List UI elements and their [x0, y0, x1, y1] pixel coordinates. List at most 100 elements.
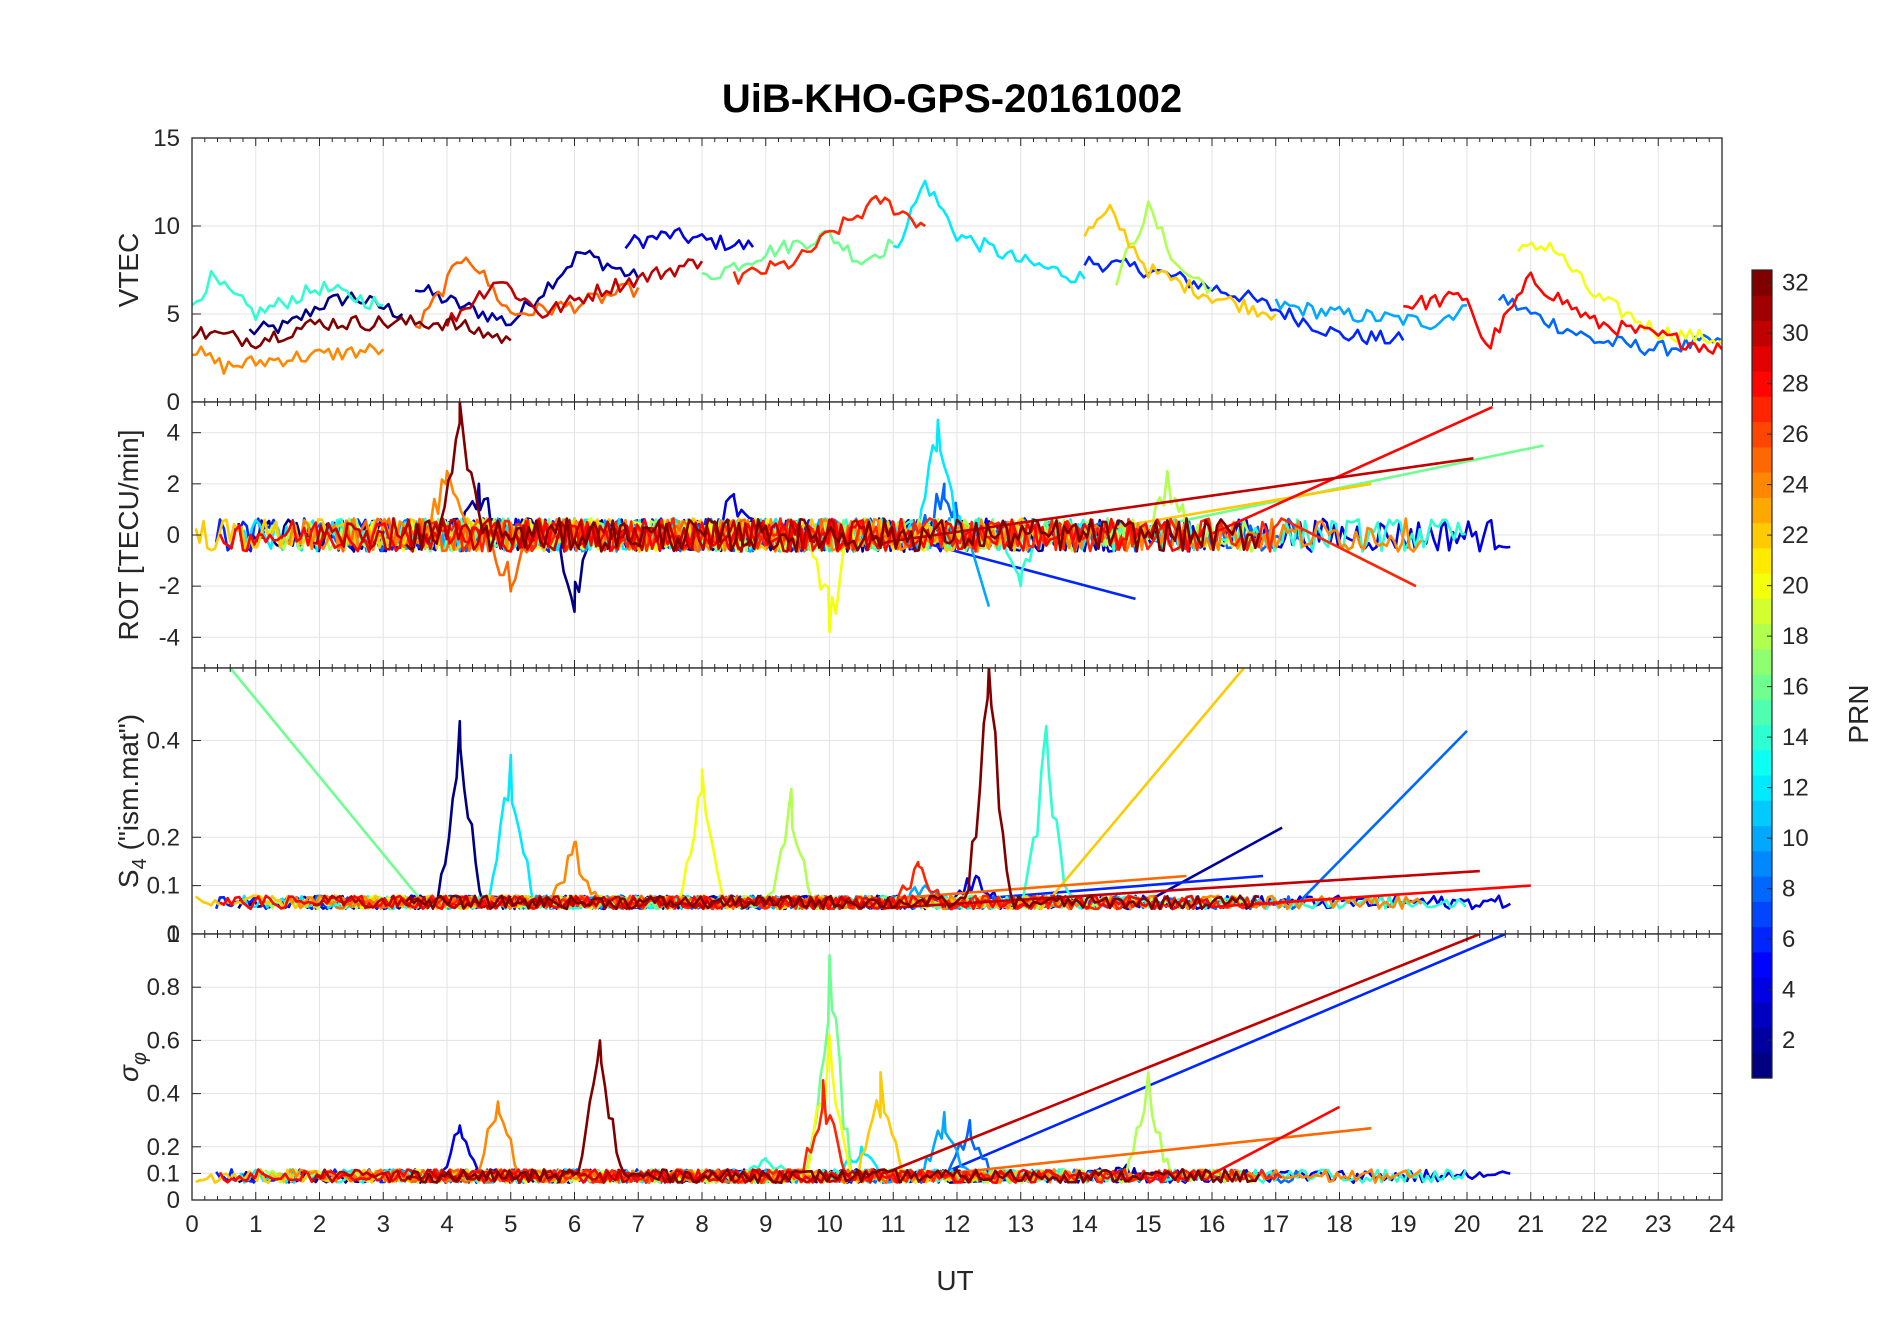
colorbar-segment [1752, 901, 1772, 928]
ylabel-suffix: ("ism.mat") [113, 714, 144, 858]
ylabel-main: ROT [TECU/min] [113, 429, 144, 640]
series-line-prn-18-vtec [1115, 200, 1213, 294]
x-tick-label: 11 [881, 1211, 906, 1238]
y-tick-label: 4 [167, 420, 180, 447]
colorbar-segment [1752, 825, 1772, 852]
colorbar-segment [1752, 926, 1772, 953]
series-line-prn-20-vtec [1516, 241, 1722, 346]
panel-vtec-ylabel: VTEC [113, 233, 144, 308]
colorbar-segment [1752, 320, 1772, 347]
y-tick-label: 0.2 [147, 1134, 180, 1161]
x-tick-label: 1 [249, 1211, 262, 1238]
x-tick-label: 20 [1454, 1211, 1481, 1238]
colorbar-segment [1752, 371, 1772, 397]
x-tick-label: 3 [377, 1211, 390, 1238]
colorbar-tick-label: 28 [1782, 371, 1809, 398]
colorbar-segment [1752, 699, 1772, 726]
x-tick-label: 7 [632, 1211, 645, 1238]
x-tick-label: 17 [1262, 1211, 1289, 1238]
colorbar-segment [1752, 522, 1772, 549]
colorbar-segment [1752, 1027, 1772, 1054]
colorbar-tick-label: 14 [1782, 724, 1809, 751]
ylabel-subscript: φ [129, 1052, 151, 1065]
x-tick-label: 14 [1071, 1211, 1098, 1238]
colorbar-segment [1752, 724, 1772, 751]
colorbar-segment [1752, 977, 1772, 1003]
y-tick-label: -2 [159, 573, 180, 600]
colorbar-tick-label: 10 [1782, 825, 1809, 852]
colorbar-tick-label: 22 [1782, 522, 1809, 549]
series-line-prn-25-vtec [414, 256, 640, 330]
y-tick-label: 2 [167, 471, 180, 498]
colorbar-segment [1752, 850, 1772, 877]
colorbar-segment [1752, 623, 1772, 650]
x-tick-label: 2 [313, 1211, 326, 1238]
y-tick-label: 5 [167, 301, 180, 328]
panel-rot-series [194, 402, 1544, 634]
panel-sigma-series [195, 934, 1511, 1184]
y-tick-label: 0.4 [147, 728, 180, 755]
panel-vtec-ticks [191, 138, 1723, 402]
y-tick-label: 10 [153, 213, 180, 240]
series-line-prn-32-rot [405, 402, 1261, 553]
y-tick-label: 0.2 [147, 824, 180, 851]
colorbar-label: PRN [1843, 684, 1874, 743]
series-line-prn-2-vtec [414, 249, 640, 327]
panel-rot: -4 -2 0 2 4 ROT [TECU/min] [113, 401, 1723, 669]
panel-rot-ticks [191, 402, 1723, 668]
colorbar-tick-label: 24 [1782, 472, 1809, 499]
x-tick-label: 16 [1199, 1211, 1226, 1238]
x-tick-label: 10 [816, 1211, 843, 1238]
series-line-prn-22-vtec [1083, 203, 1277, 321]
series-line-prn-32-vtec [192, 314, 512, 350]
ylabel-main: VTEC [113, 233, 144, 308]
colorbar-tick-label: 30 [1782, 320, 1809, 347]
colorbar-tick-label: 4 [1782, 977, 1795, 1004]
series-line-prn-14-vtec [192, 269, 384, 322]
x-tick-label: 4 [440, 1211, 453, 1238]
x-tick-label: 9 [759, 1211, 772, 1238]
colorbar-tick-label: 8 [1782, 876, 1795, 903]
y-tick-label: 0.1 [147, 873, 180, 900]
panel-s4-ticks [191, 668, 1723, 934]
panel-s4: 00.10.20.4S4 ("ism.mat") [113, 667, 1723, 948]
x-tick-label: 22 [1581, 1211, 1608, 1238]
series-line-prn-24-vtec [192, 343, 385, 375]
colorbar-segment [1752, 573, 1772, 599]
colorbar-segment [1752, 749, 1772, 776]
colorbar-segment [1752, 1052, 1772, 1079]
series-line-prn-32-sigma [405, 1039, 1261, 1184]
y-tick-label: 1 [167, 921, 180, 948]
series-line-prn-27-vtec [732, 194, 926, 285]
x-tick-label: 6 [568, 1211, 581, 1238]
x-tick-label: 5 [504, 1211, 517, 1238]
colorbar-tick-label: 26 [1782, 421, 1809, 448]
series-line-prn-4-vtec [624, 227, 755, 252]
x-tick-label: 15 [1135, 1211, 1162, 1238]
colorbar-segment [1752, 648, 1772, 675]
x-tick-label: 18 [1326, 1211, 1353, 1238]
panel-vtec-grid [191, 137, 1723, 403]
x-tick-label: 21 [1517, 1211, 1544, 1238]
series-line-prn-30-vtec [445, 258, 704, 327]
colorbar-segment [1752, 345, 1772, 372]
colorbar-segment [1752, 295, 1772, 322]
colorbar-segment [1752, 800, 1772, 827]
panel-vtec-series [192, 179, 1722, 375]
chart-title: UiB-KHO-GPS-20161002 [722, 77, 1182, 121]
series-line-prn-30-rot [312, 457, 1474, 553]
colorbar-segment [1752, 951, 1772, 978]
series-line-prn-10-vtec [1274, 298, 1468, 331]
colorbar-frame [1751, 269, 1773, 1079]
x-tick-label: 12 [944, 1211, 971, 1238]
series-line-prn-6-vtec [1083, 255, 1405, 346]
y-tick-label: 0.6 [147, 1027, 180, 1054]
ylabel-main: σ [113, 1064, 144, 1082]
x-tick-label: 24 [1709, 1211, 1736, 1238]
colorbar-tick-label: 20 [1782, 573, 1809, 600]
y-tick-label: -4 [159, 624, 180, 651]
x-tick-label: 13 [1007, 1211, 1034, 1238]
